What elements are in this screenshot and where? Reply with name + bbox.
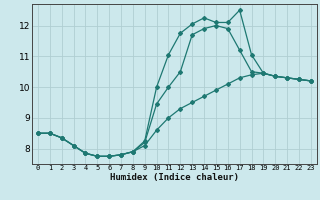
X-axis label: Humidex (Indice chaleur): Humidex (Indice chaleur): [110, 173, 239, 182]
